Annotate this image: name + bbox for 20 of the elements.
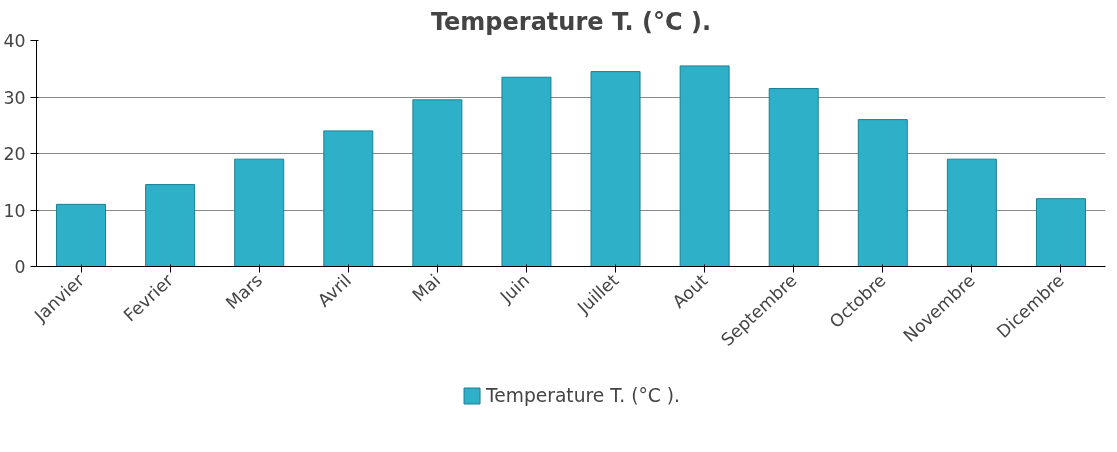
bar <box>768 88 819 267</box>
y-tick-label: 40 <box>3 31 26 51</box>
bar <box>679 65 730 267</box>
x-tick-label: Mai <box>408 270 445 306</box>
y-tick-label: 30 <box>3 87 26 108</box>
y-tick-label: 20 <box>3 144 26 164</box>
legend-label: Temperature T. (°C ). <box>486 384 680 406</box>
bar <box>323 130 374 267</box>
bar <box>234 158 285 267</box>
bar <box>501 76 552 267</box>
bar <box>145 184 196 267</box>
bar <box>1035 198 1086 267</box>
bar <box>412 99 463 267</box>
bar <box>857 119 908 267</box>
y-tick-label: 10 <box>3 200 26 221</box>
bar <box>56 203 107 267</box>
y-tick-label: 0 <box>14 257 26 277</box>
bar <box>946 158 997 267</box>
chart-title: Temperature T. (°C ). <box>430 7 712 36</box>
bar <box>590 71 641 267</box>
